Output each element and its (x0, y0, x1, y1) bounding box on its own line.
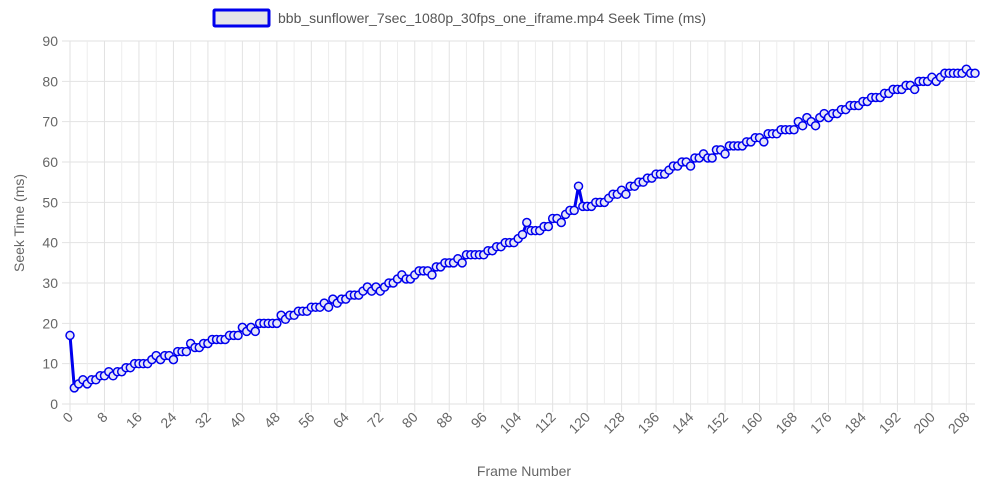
data-point[interactable] (522, 217, 532, 228)
y-axis-tick-labels: 0 10 20 30 40 50 60 70 80 90 (42, 33, 58, 412)
data-point[interactable] (569, 205, 579, 216)
x-tick-label: 192 (876, 409, 904, 437)
x-axis-tick-labels: 0 8 16 24 32 40 48 56 64 72 80 88 96 104 112 120 128 136 1… (59, 409, 972, 437)
legend-label[interactable]: bbb_sunflower_7sec_1080p_30fps_one_ifram… (278, 10, 706, 26)
x-tick-label: 104 (496, 409, 524, 437)
data-point[interactable] (181, 346, 192, 357)
y-tick-label: 80 (42, 73, 58, 89)
x-tick-label: 168 (772, 409, 800, 437)
data-point[interactable] (556, 217, 567, 228)
y-tick-label: 50 (42, 194, 58, 210)
y-tick-label: 10 (42, 356, 58, 372)
x-tick-label: 152 (703, 409, 731, 437)
data-point[interactable] (789, 124, 799, 135)
x-tick-label: 40 (226, 409, 248, 431)
data-point[interactable] (909, 84, 920, 95)
x-tick-label: 160 (738, 409, 766, 437)
data-point[interactable] (685, 161, 696, 171)
x-tick-label: 72 (364, 409, 386, 431)
data-point[interactable] (797, 120, 808, 131)
x-tick-label: 112 (532, 409, 559, 436)
legend-swatch[interactable] (212, 8, 271, 28)
x-tick-label: 144 (669, 409, 697, 437)
x-axis-label: Frame Number (477, 463, 571, 479)
data-point[interactable] (517, 229, 528, 240)
data-point[interactable] (720, 149, 730, 159)
x-tick-label: 48 (261, 409, 283, 431)
y-tick-label: 60 (42, 154, 58, 170)
x-tick-label: 80 (399, 409, 421, 431)
x-tick-label: 200 (910, 409, 938, 437)
data-points[interactable] (65, 64, 980, 393)
y-tick-label: 40 (42, 235, 58, 251)
x-tick-label: 32 (192, 409, 214, 431)
x-tick-label: 56 (295, 409, 317, 431)
data-point[interactable] (759, 137, 769, 147)
data-point[interactable] (233, 330, 243, 341)
data-point[interactable] (250, 326, 261, 337)
x-tick-label: 64 (330, 409, 352, 431)
y-axis-label: Seek Time (ms) (11, 174, 27, 272)
legend[interactable]: bbb_sunflower_7sec_1080p_30fps_one_ifram… (212, 8, 706, 28)
x-tick-label: 136 (634, 409, 662, 437)
x-tick-label: 88 (433, 409, 455, 431)
data-point[interactable] (323, 302, 334, 312)
x-tick-label: 120 (565, 409, 593, 437)
data-point[interactable] (970, 68, 980, 79)
y-tick-label: 30 (42, 275, 58, 291)
y-tick-label: 0 (50, 396, 58, 412)
x-tick-label: 8 (94, 409, 111, 426)
data-point[interactable] (707, 153, 717, 163)
y-tick-label: 90 (42, 33, 58, 49)
gridlines (62, 40, 975, 412)
data-point[interactable] (427, 270, 437, 280)
data-point[interactable] (810, 120, 821, 131)
x-tick-label: 208 (945, 409, 973, 437)
x-tick-label: 184 (841, 409, 869, 437)
data-point[interactable] (272, 318, 282, 329)
data-point[interactable] (168, 354, 179, 365)
x-tick-label: 128 (600, 409, 628, 437)
data-point[interactable] (65, 330, 75, 341)
x-tick-label: 0 (59, 409, 76, 426)
x-tick-label: 96 (468, 409, 490, 431)
data-point[interactable] (543, 221, 554, 232)
x-tick-label: 176 (807, 409, 835, 437)
y-tick-label: 20 (42, 315, 58, 331)
data-point[interactable] (457, 258, 467, 268)
data-point[interactable] (621, 189, 631, 200)
x-tick-label: 16 (123, 409, 145, 431)
data-point[interactable] (573, 181, 584, 191)
y-tick-label: 70 (42, 114, 58, 130)
x-tick-label: 24 (157, 409, 179, 431)
